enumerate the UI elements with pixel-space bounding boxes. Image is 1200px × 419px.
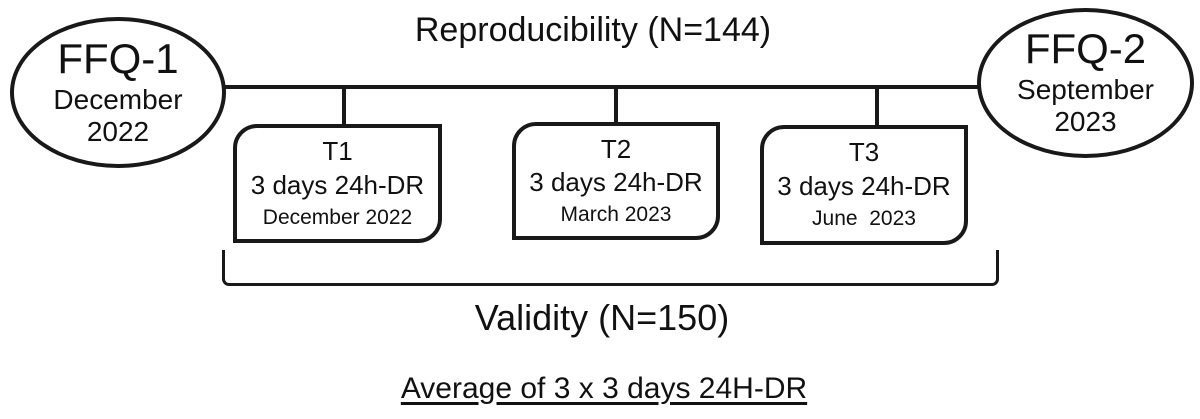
t3-date: June 2023 <box>812 207 916 231</box>
timeline-connector-line <box>222 85 982 89</box>
ffq1-node: FFQ-1 December 2022 <box>10 17 226 168</box>
timepoint-box-t2: T2 3 days 24h-DR March 2023 <box>512 122 720 240</box>
ffq1-label: FFQ-1 <box>57 34 179 82</box>
ffq2-date-year: 2023 <box>1054 106 1117 137</box>
timepoint-box-t1: T1 3 days 24h-DR December 2022 <box>233 124 442 243</box>
average-caption: Average of 3 x 3 days 24H-DR <box>8 371 1200 407</box>
t2-date: March 2023 <box>560 202 672 226</box>
t1-date: December 2022 <box>262 205 413 229</box>
reproducibility-title: Reproducibility (N=144) <box>414 11 772 49</box>
t2-detail: 3 days 24h-DR <box>529 167 703 198</box>
t2-label: T2 <box>600 133 632 164</box>
average-caption-text: Average of 3 x 3 days 24H-DR <box>400 372 808 405</box>
ffq2-node: FFQ-2 September 2023 <box>977 8 1194 158</box>
t1-label: T1 <box>322 136 353 167</box>
timepoint-box-t3: T3 3 days 24h-DR June 2023 <box>760 125 968 245</box>
ffq1-date-year: 2022 <box>86 115 150 147</box>
t3-detail: 3 days 24h-DR <box>777 171 951 202</box>
t1-detail: 3 days 24h-DR <box>250 169 425 200</box>
ffq1-date-month: December <box>53 83 183 115</box>
t3-label: T3 <box>848 137 880 168</box>
t1-connector-line <box>342 87 346 127</box>
ffq2-label: FFQ-2 <box>1024 25 1147 73</box>
t2-connector-line <box>614 87 618 125</box>
validity-title: Validity (N=150) <box>474 297 730 338</box>
t3-connector-line <box>875 87 879 128</box>
ffq2-date-month: September <box>1017 74 1154 106</box>
validity-bracket <box>222 250 999 286</box>
